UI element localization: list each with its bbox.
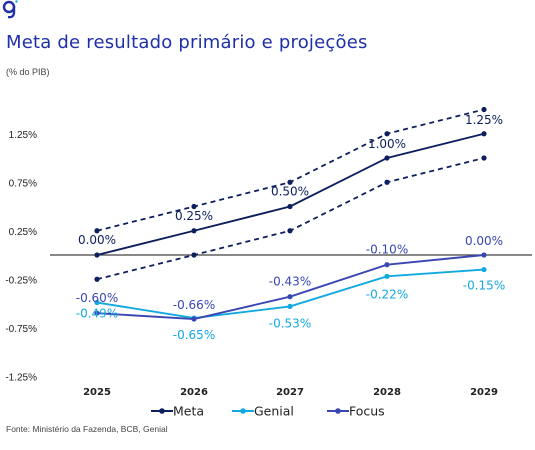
meta-legend-marker [159,408,165,414]
meta-band-point [287,228,293,234]
meta-point [191,228,197,234]
genial-point [481,266,487,273]
data-labels: 0.00% 0.25% 0.50% 1.00% 1.25% -0.49% -0.65% -0.… [76,113,505,342]
focus-legend-label: Focus [349,404,385,419]
meta-band-point [481,155,487,161]
x-tick-label: 2028 [373,387,401,398]
meta-band-point [481,106,487,113]
genial-legend-label: Genial [254,404,294,419]
meta-band-point [191,252,197,258]
meta-point [94,252,100,258]
meta-band-point [94,276,100,282]
meta-band-point [384,131,390,137]
genial-data-label: -0.49% [76,307,118,321]
focus-point [287,294,293,300]
source-note: Fonte: Ministério da Fazenda, BCB, Genia… [6,424,168,434]
meta-data-label: 0.50% [271,185,309,199]
meta-data-label: 0.25% [175,209,213,223]
meta-data-label: 1.00% [368,137,406,151]
meta-band-point [384,179,390,185]
y-tick-label: 0.25% [9,227,37,238]
series-lines [96,132,485,320]
genial-point [94,299,100,306]
x-axis-ticks: 2025 2026 2027 2028 2029 [83,387,498,398]
genial-legend-marker [240,408,246,414]
meta-band-point [94,228,100,234]
genial-data-label: -0.53% [269,316,311,330]
focus-data-label: 0.00% [465,234,503,248]
meta-band-upper-line [96,108,485,232]
meta-point [287,203,293,210]
chart-subtitle: (% do PIB) [6,67,50,77]
meta-point [481,131,487,137]
series-points [94,131,487,322]
focus-point [94,310,100,316]
genial-point [384,273,390,279]
x-tick-label: 2029 [470,387,498,398]
genial-data-label: -0.65% [173,328,215,342]
focus-point [481,252,487,258]
meta-data-label: 1.25% [465,113,503,127]
focus-data-label: -0.10% [366,243,408,257]
meta-point [384,155,390,161]
focus-point [384,262,390,268]
meta-band-point [287,179,293,185]
focus-point [191,316,197,322]
genial-logo-icon [2,0,18,19]
focus-data-label: -0.66% [173,298,215,312]
focus-data-label: -0.43% [269,275,311,289]
x-tick-label: 2027 [276,387,304,398]
meta-band-lines [94,106,487,282]
y-tick-label: 0.75% [9,178,37,189]
meta-legend-label: Meta [173,404,204,419]
chart-title: Meta de resultado primário e projeções [6,32,368,53]
y-axis-ticks: 1.25% 0.75% 0.25% -0.25% -0.75% -1.25% [5,130,37,384]
y-tick-label: -0.25% [5,275,37,286]
y-tick-label: 1.25% [9,130,37,141]
focus-data-label: -0.60% [76,291,118,305]
y-tick-label: -1.25% [5,372,37,383]
genial-data-label: -0.15% [463,279,505,293]
x-tick-label: 2025 [83,387,111,398]
x-tick-label: 2026 [180,387,208,398]
legend: Meta Genial Focus [151,404,385,419]
meta-band-point [191,203,197,210]
y-tick-label: -0.75% [5,324,37,335]
genial-data-label: -0.22% [366,287,408,301]
meta-data-label: 0.00% [78,233,116,247]
genial-point [287,303,293,310]
focus-legend-marker [335,408,341,414]
